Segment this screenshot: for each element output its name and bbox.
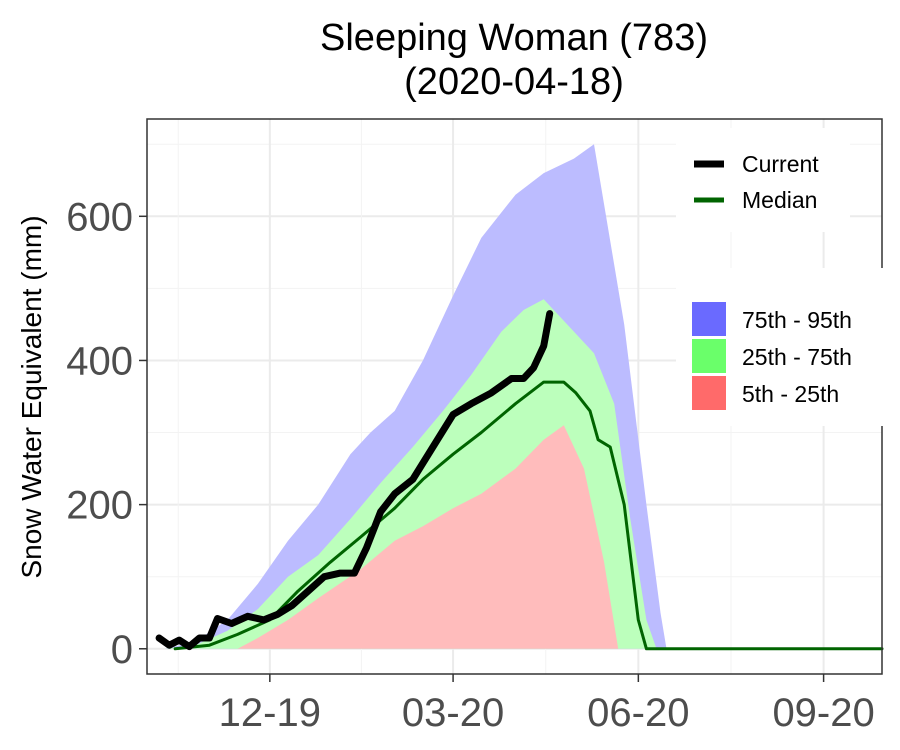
chart-title: Sleeping Woman (783): [320, 17, 708, 59]
legend-key-25th-75th: [692, 339, 726, 373]
legend-key-75th-95th: [692, 302, 726, 336]
axis-ticks: 0 200 400 600 12-19 03-20 06-20 09-20: [66, 195, 875, 735]
x-tick-label: 09-20: [772, 691, 874, 735]
series-current: [155, 310, 554, 651]
legend-label-75th-95th: 75th - 95th: [742, 307, 852, 333]
y-tick-label: 600: [66, 195, 133, 239]
legend-label-5th-25th: 5th - 25th: [742, 381, 839, 407]
y-axis-label: Snow Water Equivalent (mm): [16, 215, 47, 578]
legend-label-current: Current: [742, 151, 819, 177]
percentile-bands: [165, 144, 667, 649]
legend-lines-box: [676, 128, 850, 232]
x-tick-label: 12-19: [219, 691, 321, 735]
series-lines: [155, 310, 884, 651]
chart-subtitle: (2020-04-18): [404, 61, 624, 103]
legend: Current Median 75th - 95th 25th - 75th 5th -…: [676, 128, 886, 426]
y-tick-label: 400: [66, 339, 133, 383]
legend-label-25th-75th: 25th - 75th: [742, 344, 852, 370]
legend-key-5th-25th: [692, 376, 726, 410]
x-tick-label: 03-20: [402, 691, 504, 735]
y-tick-label: 0: [111, 628, 133, 672]
y-tick-label: 200: [66, 484, 133, 528]
series-median: [173, 380, 884, 651]
x-tick-label: 06-20: [587, 691, 689, 735]
legend-label-median: Median: [742, 187, 817, 213]
band-p25: [237, 425, 619, 649]
